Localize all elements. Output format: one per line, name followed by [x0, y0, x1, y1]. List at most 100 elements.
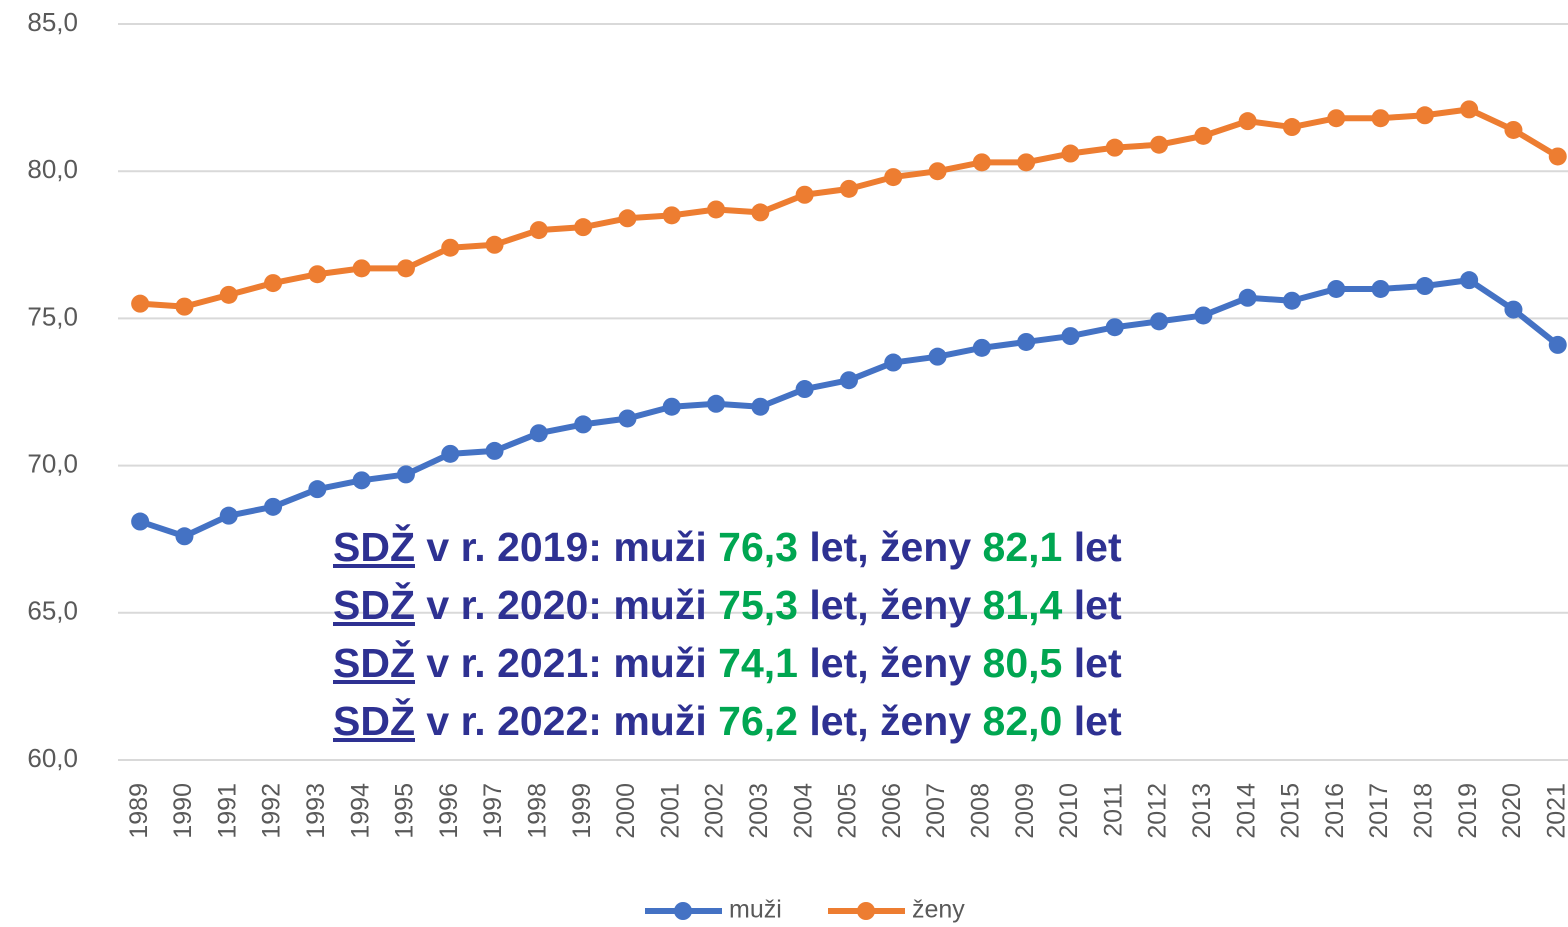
data-point — [884, 168, 903, 187]
annotation-mid: let, ženy — [809, 582, 972, 628]
data-point — [1460, 100, 1479, 119]
data-point — [839, 179, 858, 198]
x-tick-label: 2014 — [1232, 783, 1260, 839]
x-tick-label: 2001 — [656, 783, 684, 839]
annotation-unit: let — [1073, 524, 1122, 570]
data-point — [1282, 118, 1301, 137]
annotation-abbr: SDŽ — [333, 524, 415, 570]
annotation-mid: let, ženy — [809, 640, 972, 686]
x-tick-label: 2003 — [745, 783, 773, 839]
data-point — [751, 203, 770, 222]
data-point — [308, 480, 327, 499]
data-point — [352, 259, 371, 278]
data-point — [1415, 277, 1434, 296]
data-point — [396, 259, 415, 278]
data-point — [1017, 332, 1036, 351]
data-point — [1105, 138, 1124, 157]
x-tick-label: 1996 — [435, 783, 463, 839]
data-point — [1105, 318, 1124, 337]
data-point — [441, 444, 460, 463]
data-point — [1194, 306, 1213, 325]
annotation-text: v r. 2019: muži — [426, 524, 707, 570]
annotation-mid: let, ženy — [809, 524, 972, 570]
data-point — [264, 497, 283, 516]
data-point — [1460, 271, 1479, 290]
data-point — [972, 153, 991, 172]
x-tick-label: 2020 — [1498, 783, 1526, 839]
x-tick-label: 2015 — [1277, 783, 1305, 839]
legend-label: ženy — [912, 896, 965, 924]
annotation-text: v r. 2022: muži — [426, 698, 707, 744]
data-point — [1504, 120, 1523, 139]
data-point — [441, 238, 460, 257]
data-point — [707, 394, 726, 413]
data-point — [175, 297, 194, 316]
annotation-women: 82,1 — [982, 524, 1063, 570]
data-point — [352, 471, 371, 490]
legend-marker — [857, 902, 875, 920]
data-point — [1504, 300, 1523, 319]
data-point — [1194, 126, 1213, 145]
data-point — [1150, 135, 1169, 154]
legend-marker — [674, 902, 692, 920]
data-point — [1150, 312, 1169, 331]
annotation-unit: let — [1073, 640, 1122, 686]
data-point — [131, 512, 150, 531]
annotation-line: SDŽ v r. 2019: muži 76,3 let, ženy 82,1 … — [333, 518, 1122, 576]
annotation-line: SDŽ v r. 2020: muži 75,3 let, ženy 81,4 … — [333, 576, 1122, 634]
x-tick-label: 2008 — [966, 783, 994, 839]
x-tick-label: 1993 — [302, 783, 330, 839]
x-tick-label: 2021 — [1542, 783, 1568, 839]
annotations: SDŽ v r. 2019: muži 76,3 let, ženy 82,1 … — [333, 518, 1122, 750]
annotation-women: 81,4 — [982, 582, 1063, 628]
x-tick-label: 1992 — [258, 783, 286, 839]
data-point — [839, 371, 858, 390]
x-tick-label: 1994 — [346, 783, 374, 839]
data-point — [795, 185, 814, 204]
series-line — [139, 106, 1560, 310]
y-tick-label: 65,0 — [27, 596, 78, 626]
annotation-line: SDŽ v r. 2022: muži 76,2 let, ženy 82,0 … — [333, 692, 1122, 750]
annotation-unit: let — [1073, 582, 1122, 628]
annotation-men: 76,3 — [718, 524, 798, 570]
x-tick-label: 1990 — [169, 783, 197, 839]
y-tick-label: 75,0 — [27, 301, 78, 331]
data-point — [972, 338, 991, 357]
data-point — [1061, 144, 1080, 163]
data-point — [1327, 279, 1346, 298]
annotation-unit: let — [1073, 698, 1122, 744]
data-point — [396, 465, 415, 484]
data-point — [574, 415, 593, 434]
x-tick-label: 1991 — [213, 783, 241, 839]
x-tick-label: 2017 — [1365, 783, 1393, 839]
annotation-text: v r. 2021: muži — [426, 640, 707, 686]
y-tick-label: 85,0 — [27, 7, 78, 37]
annotation-men: 75,3 — [718, 582, 798, 628]
data-point — [662, 397, 681, 416]
legend-label: muži — [729, 896, 782, 924]
x-tick-label: 2018 — [1409, 783, 1437, 839]
y-tick-label: 80,0 — [27, 154, 78, 184]
data-point — [1017, 153, 1036, 172]
x-tick-label: 2011 — [1099, 783, 1127, 837]
x-tick-label: 1999 — [568, 783, 596, 839]
x-tick-label: 1997 — [479, 783, 507, 839]
data-point — [1238, 288, 1257, 307]
data-point — [175, 527, 194, 546]
x-tick-label: 2016 — [1321, 783, 1349, 839]
data-point — [1548, 147, 1567, 166]
data-point — [751, 397, 770, 416]
data-point — [1548, 335, 1567, 354]
data-point — [618, 409, 637, 428]
x-tick-label: 2013 — [1188, 783, 1216, 839]
data-point — [928, 347, 947, 366]
data-point — [1238, 112, 1257, 131]
x-tick-label: 2002 — [701, 783, 729, 839]
x-tick-label: 2005 — [834, 783, 862, 839]
annotation-line: SDŽ v r. 2021: muži 74,1 let, ženy 80,5 … — [333, 634, 1122, 692]
annotation-abbr: SDŽ — [333, 698, 415, 744]
data-point — [1061, 327, 1080, 346]
annotation-men: 74,1 — [718, 640, 798, 686]
